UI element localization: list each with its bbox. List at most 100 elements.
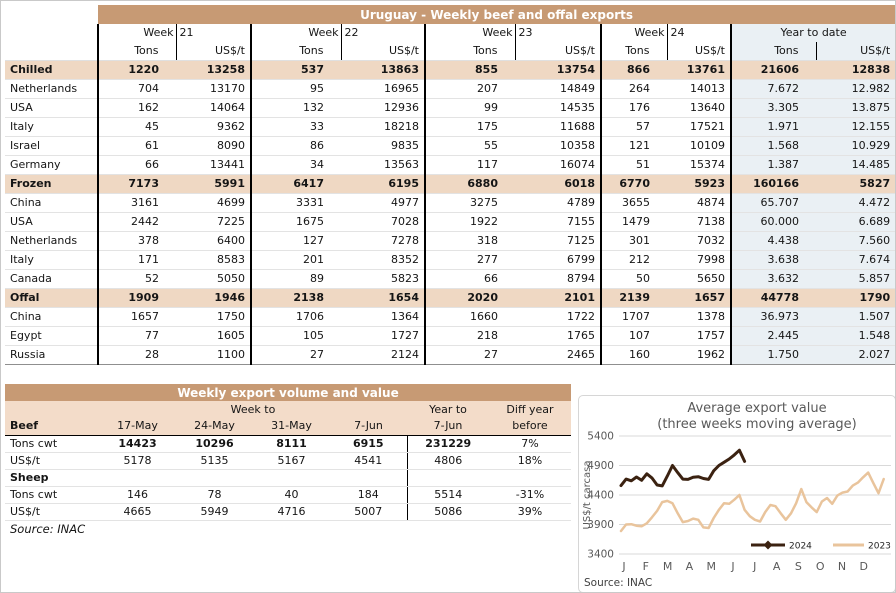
week-value: 264 xyxy=(600,79,667,99)
ytd-value: 1.548 xyxy=(816,326,895,346)
week-value: 105 xyxy=(250,326,341,346)
week-value: 704 xyxy=(97,79,176,99)
beef-section-label: Beef xyxy=(5,418,99,436)
x-tick-label: J xyxy=(752,560,756,573)
ytd-value: 6.689 xyxy=(816,212,895,232)
week-value: 16965 xyxy=(341,79,425,99)
week-value: 1657 xyxy=(667,288,731,308)
ytd-value: 5.857 xyxy=(816,269,895,289)
week-value: 89 xyxy=(250,269,341,289)
week-value: 201 xyxy=(250,250,341,270)
country-label: Egypt xyxy=(5,326,98,346)
ytd-value: 1.971 xyxy=(730,117,816,137)
week-value xyxy=(330,469,407,487)
week-value: 1657 xyxy=(97,307,176,327)
week-value: 2124 xyxy=(341,345,425,365)
ytd-value: 4.438 xyxy=(730,231,816,251)
week-value: 8794 xyxy=(515,269,601,289)
week-value: 27 xyxy=(250,345,341,365)
week-value: 86 xyxy=(250,136,341,156)
country-row: Italy 171 8583 201 8352 277 6799 212 7998 3.638 7.… xyxy=(5,250,895,270)
week-value: 27 xyxy=(424,345,515,365)
week-value: 117 xyxy=(424,155,515,175)
week-value: 1909 xyxy=(97,288,176,308)
country-row: Israel 61 8090 86 9835 55 10358 121 10109 1.568 10… xyxy=(5,136,895,156)
usd-unit-header: US$/t xyxy=(666,42,731,61)
week-value: 45 xyxy=(97,117,176,137)
week-value: 5050 xyxy=(176,269,251,289)
week-value: 8583 xyxy=(176,250,251,270)
week-value: 378 xyxy=(97,231,176,251)
tons-unit-header: Tons xyxy=(600,42,667,61)
week-value: 3331 xyxy=(250,193,341,213)
week-value: 5007 xyxy=(330,503,407,521)
week-value: 13863 xyxy=(341,60,425,80)
metric-row: Tons cwt 14423 10296 8111 6915 231229 7% xyxy=(5,435,572,453)
week-value: 4874 xyxy=(667,193,731,213)
weekly-table-source: Source: INAC xyxy=(10,522,86,536)
week-value: 13761 xyxy=(667,60,731,80)
section-label: Frozen xyxy=(5,174,98,194)
series-line-2024 xyxy=(619,448,747,488)
year-to-value: 5086 xyxy=(406,503,489,521)
country-row: China 1657 1750 1706 1364 1660 1722 1707 1378 36.… xyxy=(5,307,895,327)
week-value: 78 xyxy=(176,486,253,504)
usd-unit-header: US$/t xyxy=(815,42,895,61)
y-tick-label: 3900 xyxy=(587,519,614,531)
section-label: Chilled xyxy=(5,60,98,80)
week-value: 52 xyxy=(97,269,176,289)
country-label: Netherlands xyxy=(5,79,98,99)
week-value: 866 xyxy=(600,60,667,80)
week-value: 5135 xyxy=(176,452,253,470)
week-value: 1100 xyxy=(176,345,251,365)
week-value: 184 xyxy=(330,486,407,504)
week-header-word: Week xyxy=(424,24,515,42)
chart-title: Average export value xyxy=(687,401,826,416)
ytd-value: 60.000 xyxy=(730,212,816,232)
week-value: 13640 xyxy=(667,98,731,118)
week-value: 7998 xyxy=(667,250,731,270)
blank-cell xyxy=(5,401,99,418)
ytd-value: 7.560 xyxy=(816,231,895,251)
week-value: 1765 xyxy=(515,326,601,346)
week-value: 7225 xyxy=(176,212,251,232)
blank-cell xyxy=(5,42,98,61)
week-value: 15374 xyxy=(667,155,731,175)
x-tick-label: D xyxy=(860,560,868,573)
tons-unit-header: Tons xyxy=(97,42,176,61)
week-value: 5991 xyxy=(176,174,251,194)
chart-source: Source: INAC xyxy=(584,577,652,589)
tons-unit-header: Tons xyxy=(250,42,341,61)
series-line-2023 xyxy=(619,471,885,533)
date-header: 31-May xyxy=(253,418,330,436)
diff-year-header: Diff year xyxy=(489,401,572,418)
week-value: 176 xyxy=(600,98,667,118)
week-value: 7032 xyxy=(667,231,731,251)
main-title-row: Uruguay - Weekly beef and offal exports xyxy=(5,5,895,24)
date-header: 24-May xyxy=(176,418,253,436)
week-value: 5823 xyxy=(341,269,425,289)
week-value: 6880 xyxy=(424,174,515,194)
week-value: 218 xyxy=(424,326,515,346)
week-value: 146 xyxy=(99,486,176,504)
week-value: 1750 xyxy=(176,307,251,327)
country-row: China 3161 4699 3331 4977 3275 4789 3655 4874 65.… xyxy=(5,193,895,213)
ytd-value: 3.305 xyxy=(730,98,816,118)
year-to-value xyxy=(406,469,489,487)
week-value: 6400 xyxy=(176,231,251,251)
week-value: 212 xyxy=(600,250,667,270)
ytd-value: 160166 xyxy=(730,174,816,194)
section-label: Offal xyxy=(5,288,98,308)
ytd-value: 12838 xyxy=(816,60,895,80)
week-value: 66 xyxy=(97,155,176,175)
corner-blank-cell xyxy=(5,5,98,24)
week-value xyxy=(99,469,176,487)
week-value: 1220 xyxy=(97,60,176,80)
week-value: 207 xyxy=(424,79,515,99)
section-row: Offal 1909 1946 2138 1654 2020 2101 2139 1657 447… xyxy=(5,288,895,308)
week-value: 132 xyxy=(250,98,341,118)
country-label: Germany xyxy=(5,155,98,175)
blank-cell xyxy=(5,24,98,42)
week-value: 10358 xyxy=(515,136,601,156)
